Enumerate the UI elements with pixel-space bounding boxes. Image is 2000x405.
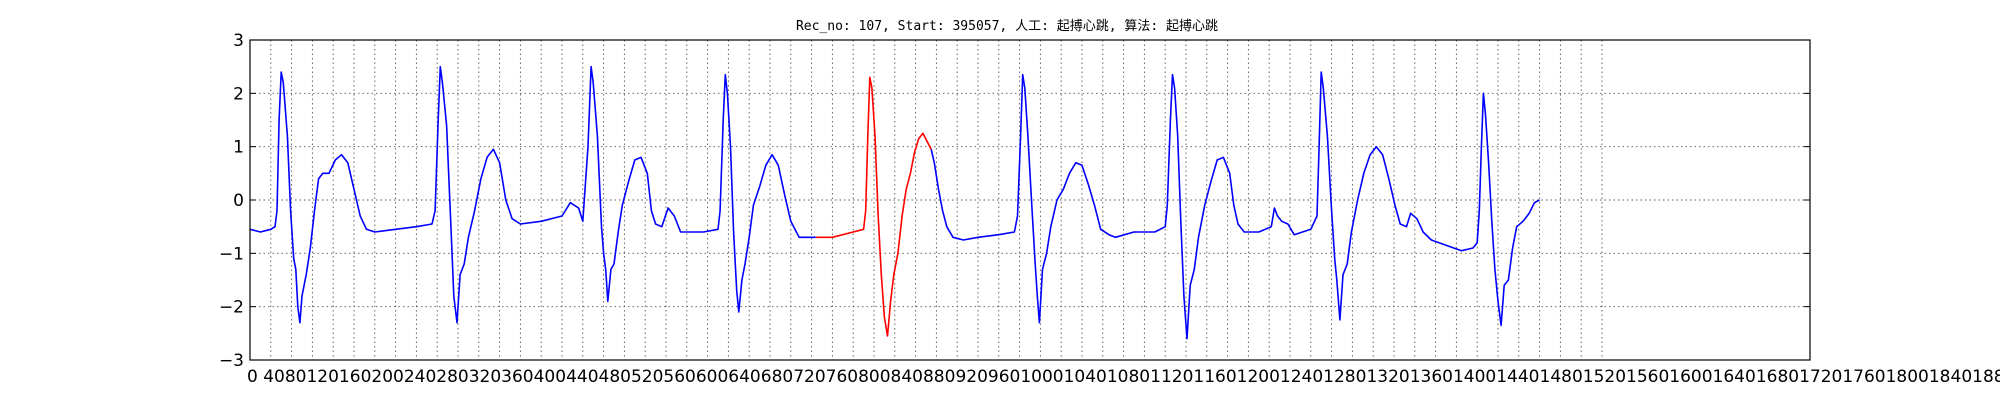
y-tick-label: −2 [219,298,244,318]
ecg-trace-segment-3 [930,71,1540,340]
y-axis: −3 −2 −1 0 1 2 3 [219,31,1810,371]
grid-layer [250,40,1810,360]
y-tick-label: −3 [219,351,244,371]
y-tick-label: −1 [219,244,244,264]
y-tick-label: 0 [233,191,244,211]
chart-title: Rec_no: 107, Start: 395057, 人工: 起搏心跳, 算法… [796,18,1218,34]
ecg-trace-segment-2 [815,76,932,337]
y-tick-label: 3 [233,31,244,51]
y-tick-label: 2 [233,84,244,104]
trace-layer [249,65,1540,340]
y-tick-label: 1 [233,138,244,158]
ecg-trace-segment-1 [249,65,816,324]
x-axis-tick-labels: 0 40801201602002402803203604004404805205… [247,367,2000,387]
